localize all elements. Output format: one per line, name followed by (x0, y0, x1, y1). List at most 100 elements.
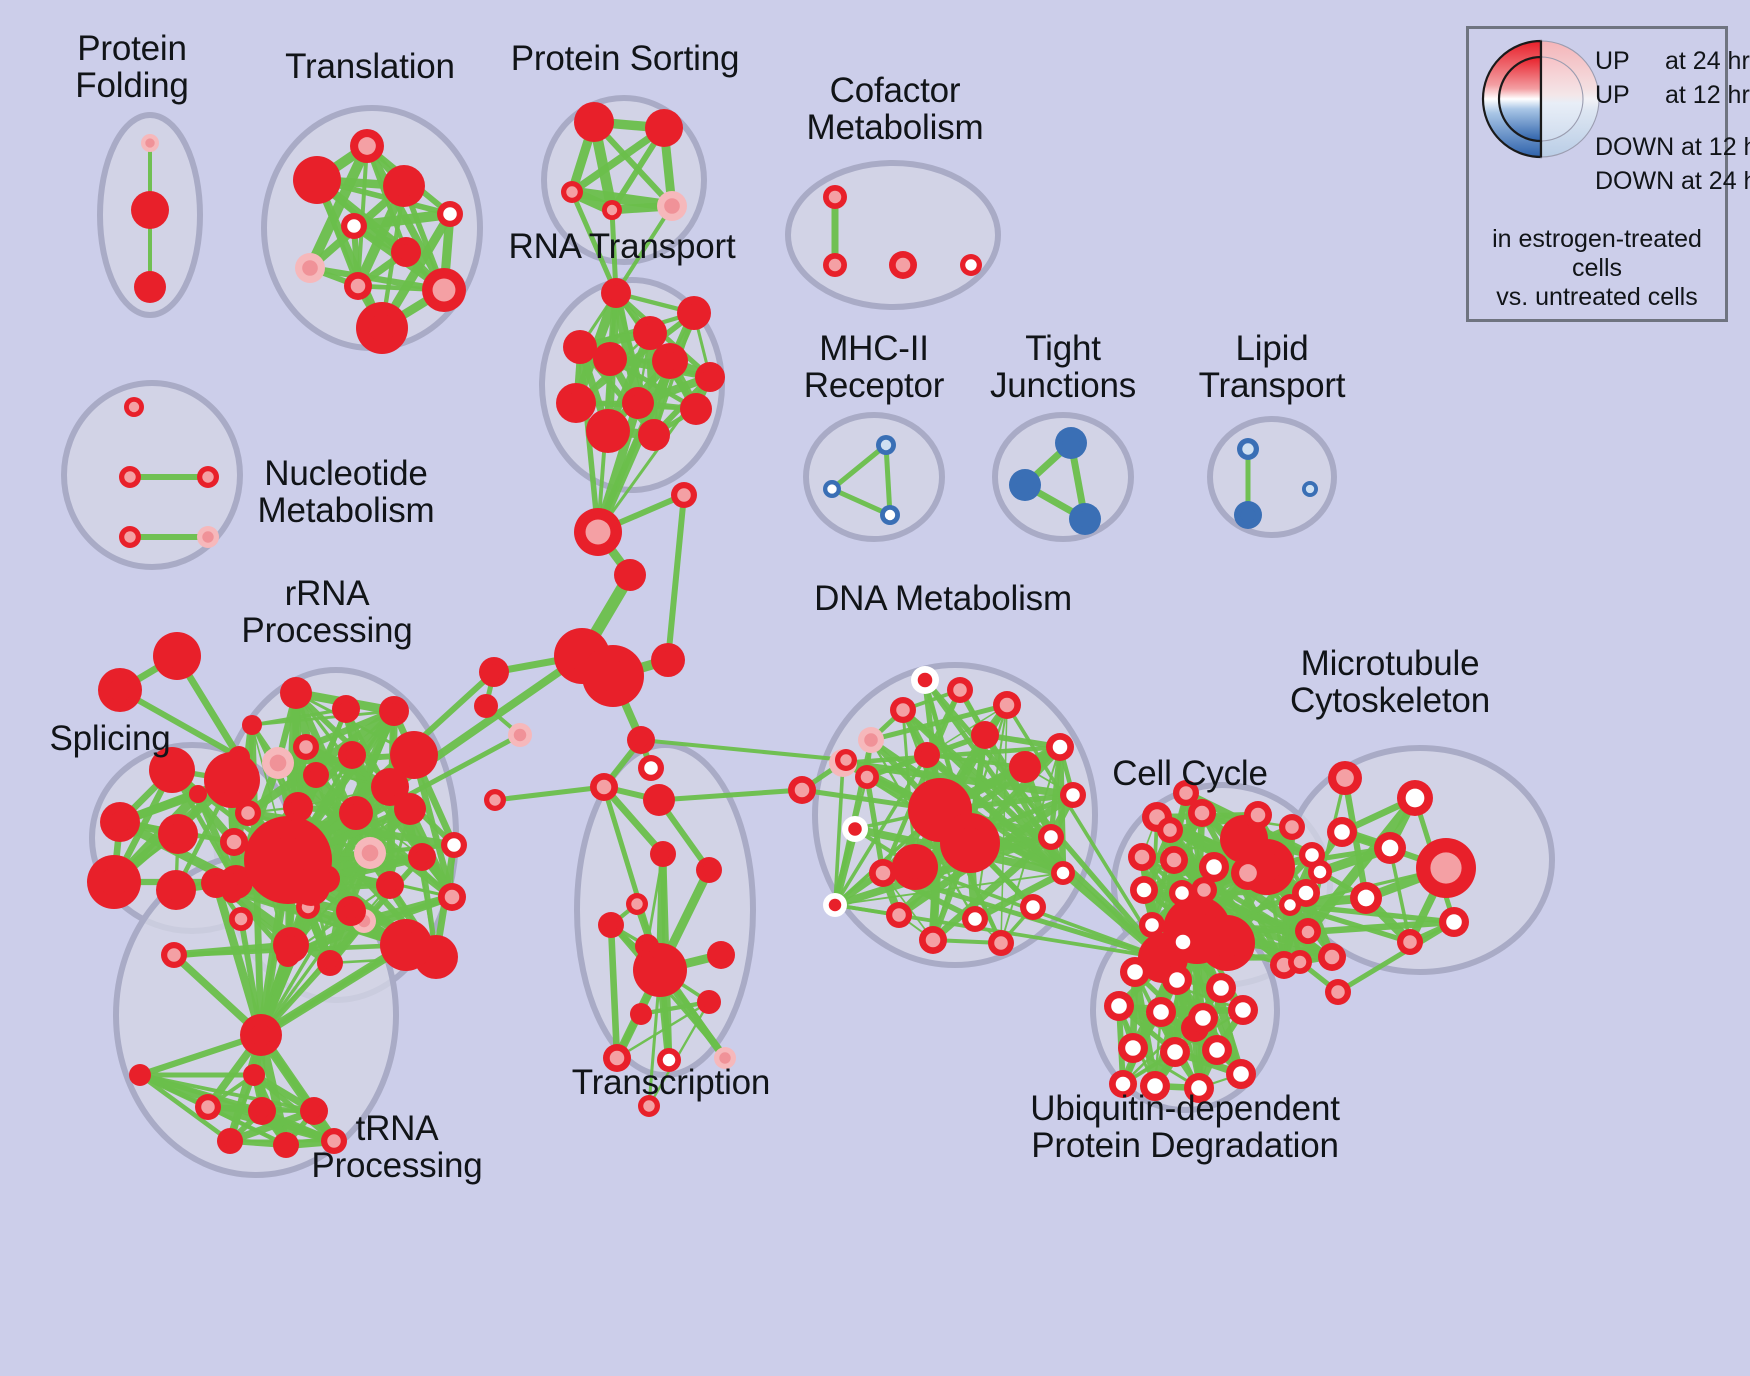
network-node[interactable] (1069, 503, 1101, 535)
network-node[interactable] (1188, 1003, 1218, 1033)
network-node[interactable] (695, 362, 725, 392)
network-node[interactable] (338, 741, 366, 769)
network-node[interactable] (1318, 943, 1346, 971)
network-node[interactable] (332, 695, 360, 723)
network-node[interactable] (638, 1095, 660, 1117)
network-node[interactable] (911, 666, 939, 694)
network-node[interactable] (1162, 965, 1192, 995)
network-node[interactable] (1146, 997, 1176, 1027)
network-node[interactable] (317, 950, 343, 976)
network-node[interactable] (149, 747, 195, 793)
network-node[interactable] (293, 156, 341, 204)
network-node[interactable] (100, 802, 140, 842)
network-node[interactable] (1191, 877, 1217, 903)
network-node[interactable] (993, 691, 1021, 719)
network-node[interactable] (1325, 979, 1351, 1005)
network-node[interactable] (707, 941, 735, 969)
network-node[interactable] (626, 893, 648, 915)
network-node[interactable] (197, 466, 219, 488)
network-node[interactable] (697, 990, 721, 1014)
network-node[interactable] (379, 696, 409, 726)
network-node[interactable] (633, 316, 667, 350)
network-node[interactable] (947, 677, 973, 703)
network-node[interactable] (1231, 856, 1265, 890)
network-node[interactable] (630, 1003, 652, 1025)
network-node[interactable] (391, 237, 421, 267)
network-node[interactable] (344, 272, 372, 300)
network-node[interactable] (601, 278, 631, 308)
network-node[interactable] (1350, 882, 1382, 914)
network-node[interactable] (1128, 843, 1156, 871)
network-node[interactable] (356, 302, 408, 354)
network-node[interactable] (627, 726, 655, 754)
network-node[interactable] (823, 253, 847, 277)
network-node[interactable] (657, 1048, 681, 1072)
network-node[interactable] (1169, 880, 1195, 906)
network-node[interactable] (441, 832, 467, 858)
network-node[interactable] (590, 773, 618, 801)
network-node[interactable] (1188, 799, 1216, 827)
network-node[interactable] (892, 844, 938, 890)
network-node[interactable] (1173, 780, 1199, 806)
network-node[interactable] (156, 870, 196, 910)
network-node[interactable] (1279, 814, 1305, 840)
network-node[interactable] (574, 102, 614, 142)
network-node[interactable] (228, 746, 250, 768)
network-node[interactable] (371, 768, 409, 806)
network-node[interactable] (87, 855, 141, 909)
network-node[interactable] (1109, 1070, 1137, 1098)
network-node[interactable] (248, 1097, 276, 1125)
network-node[interactable] (714, 1047, 736, 1069)
network-node[interactable] (280, 677, 312, 709)
network-node[interactable] (1308, 860, 1332, 884)
network-node[interactable] (204, 752, 260, 808)
network-node[interactable] (677, 296, 711, 330)
network-node[interactable] (336, 896, 366, 926)
network-node[interactable] (129, 1064, 151, 1086)
network-node[interactable] (201, 868, 231, 898)
network-node[interactable] (602, 200, 622, 220)
network-node[interactable] (390, 731, 438, 779)
network-node[interactable] (262, 747, 294, 779)
network-node[interactable] (119, 466, 141, 488)
network-node[interactable] (1184, 1073, 1214, 1103)
network-node[interactable] (408, 843, 436, 871)
network-node[interactable] (1140, 1071, 1170, 1101)
network-node[interactable] (98, 668, 142, 712)
network-node[interactable] (1374, 832, 1406, 864)
network-node[interactable] (651, 643, 685, 677)
network-node[interactable] (638, 755, 664, 781)
network-node[interactable] (484, 789, 506, 811)
network-node[interactable] (1157, 817, 1183, 843)
network-node[interactable] (582, 645, 644, 707)
network-node[interactable] (1237, 438, 1259, 460)
network-node[interactable] (242, 715, 262, 735)
network-node[interactable] (273, 1132, 299, 1158)
network-node[interactable] (671, 482, 697, 508)
network-node[interactable] (240, 1014, 282, 1056)
network-node[interactable] (1199, 915, 1255, 971)
network-node[interactable] (1009, 469, 1041, 501)
network-node[interactable] (1202, 1035, 1232, 1065)
network-node[interactable] (1104, 991, 1134, 1021)
network-node[interactable] (124, 397, 144, 417)
network-node[interactable] (1397, 929, 1423, 955)
network-node[interactable] (1118, 1033, 1148, 1063)
network-node[interactable] (962, 906, 988, 932)
network-node[interactable] (1160, 846, 1188, 874)
network-node[interactable] (295, 253, 325, 283)
network-node[interactable] (574, 508, 622, 556)
network-node[interactable] (1206, 973, 1236, 1003)
network-node[interactable] (988, 930, 1014, 956)
network-node[interactable] (422, 268, 466, 312)
network-node[interactable] (1439, 907, 1469, 937)
network-node[interactable] (858, 727, 884, 753)
network-node[interactable] (131, 191, 169, 229)
network-node[interactable] (638, 419, 670, 451)
network-node[interactable] (1288, 950, 1312, 974)
network-node[interactable] (1327, 817, 1357, 847)
network-node[interactable] (880, 505, 900, 525)
network-node[interactable] (1160, 1037, 1190, 1067)
network-node[interactable] (622, 387, 654, 419)
network-node[interactable] (652, 343, 688, 379)
